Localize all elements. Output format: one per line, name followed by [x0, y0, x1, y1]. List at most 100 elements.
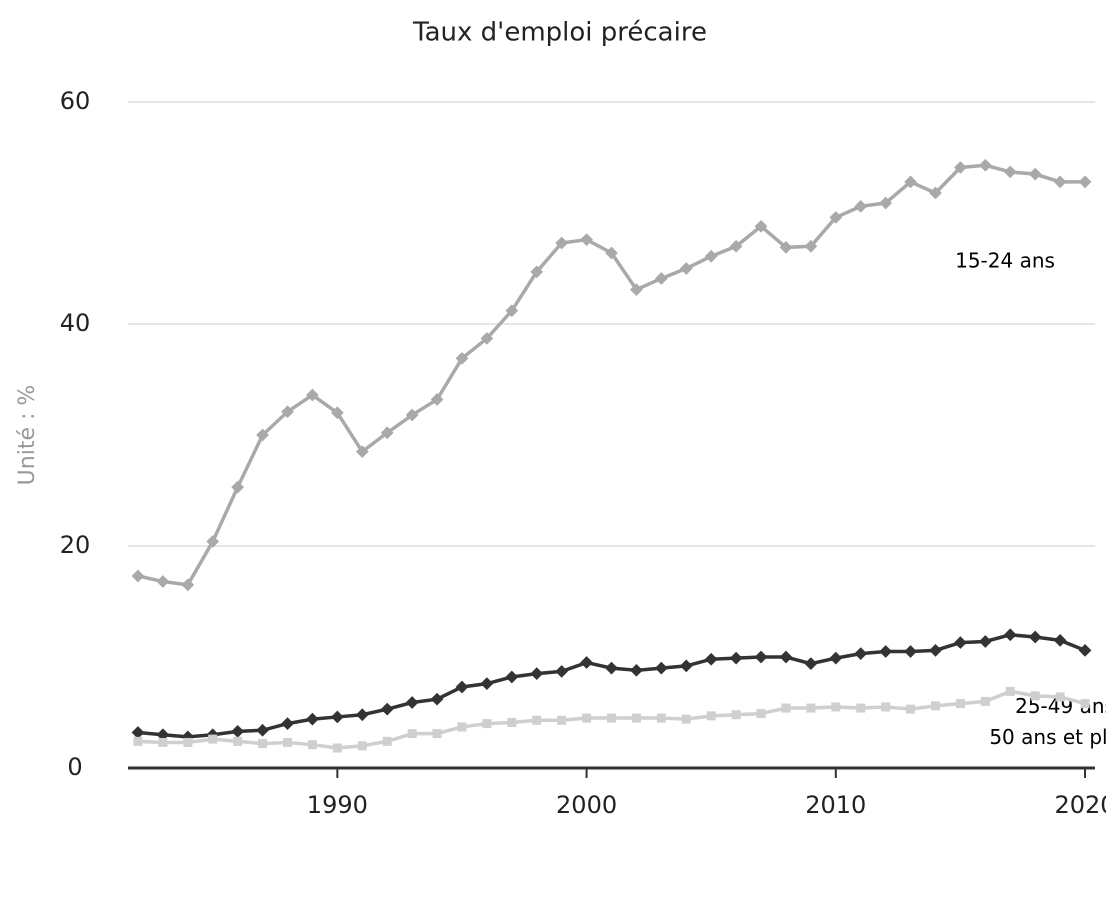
point — [1028, 630, 1042, 644]
point — [532, 715, 542, 725]
point — [630, 663, 643, 677]
point — [1028, 167, 1042, 181]
point — [332, 743, 342, 753]
point — [1003, 628, 1017, 642]
point — [231, 480, 245, 494]
point — [580, 233, 593, 247]
point — [405, 696, 419, 709]
point — [256, 428, 269, 442]
point — [405, 408, 419, 422]
point — [756, 709, 766, 719]
chart-title: Taux d'emploi précaire — [412, 18, 707, 48]
point — [430, 692, 444, 706]
point — [605, 661, 618, 675]
point — [530, 667, 544, 681]
y-tick-label: 60 — [60, 87, 91, 115]
point — [654, 272, 668, 285]
point — [507, 717, 517, 727]
point — [978, 158, 992, 172]
point — [706, 711, 716, 721]
point — [1053, 175, 1067, 189]
y-tick-label: 0 — [67, 753, 82, 781]
point — [505, 670, 519, 684]
point — [754, 650, 768, 664]
point — [555, 665, 569, 678]
point — [904, 645, 917, 658]
point — [1003, 165, 1017, 179]
point — [582, 713, 592, 723]
point — [580, 656, 593, 669]
point — [704, 652, 718, 666]
point — [1053, 633, 1067, 647]
point — [806, 703, 816, 713]
point — [330, 406, 344, 420]
point — [781, 703, 791, 713]
point — [930, 701, 940, 711]
x-tick-label: 2020 — [1054, 791, 1106, 819]
point — [183, 737, 193, 747]
point — [607, 713, 616, 723]
point — [804, 657, 818, 671]
y-axis-label: Unité : % — [15, 385, 40, 486]
y-tick-label: 20 — [60, 531, 91, 559]
point — [679, 659, 693, 673]
series-label: 15-24 ans — [955, 248, 1055, 272]
y-tick-label: 40 — [60, 309, 91, 337]
point — [457, 722, 467, 732]
point — [355, 708, 369, 722]
point — [679, 262, 693, 275]
point — [256, 723, 269, 737]
point — [681, 714, 691, 724]
point — [829, 651, 843, 665]
point — [283, 737, 293, 747]
point — [355, 445, 369, 459]
point — [980, 696, 990, 706]
point — [208, 734, 218, 744]
point — [281, 717, 294, 730]
point — [307, 740, 317, 750]
point — [1005, 686, 1015, 696]
point — [432, 729, 442, 739]
point — [131, 569, 145, 583]
point — [306, 388, 319, 402]
point — [731, 710, 741, 720]
point — [156, 575, 170, 588]
point — [480, 332, 494, 345]
point — [480, 677, 494, 691]
point — [954, 636, 967, 649]
point — [779, 650, 793, 664]
series-label: 50 ans et plus — [989, 725, 1106, 749]
point — [729, 651, 743, 665]
point — [879, 645, 893, 658]
point — [158, 737, 168, 747]
point — [455, 680, 469, 694]
point — [455, 352, 469, 365]
point — [1078, 175, 1092, 189]
point — [1030, 691, 1040, 701]
point — [482, 719, 492, 729]
point — [281, 405, 294, 419]
point — [654, 661, 668, 675]
point — [854, 647, 868, 661]
point — [233, 736, 243, 746]
point — [330, 710, 344, 724]
point — [231, 725, 245, 738]
point — [831, 702, 841, 712]
x-tick-label: 1990 — [307, 791, 368, 819]
point — [906, 704, 916, 714]
point — [929, 643, 942, 657]
series-line — [137, 163, 1086, 587]
x-tick-label: 2000 — [556, 791, 617, 819]
point — [430, 393, 444, 406]
point — [133, 736, 143, 746]
point — [856, 703, 866, 713]
point — [557, 715, 567, 725]
x-tick-label: 2010 — [805, 791, 866, 819]
point — [407, 729, 417, 739]
point — [306, 712, 319, 726]
point — [854, 199, 868, 213]
point — [704, 249, 718, 263]
point — [357, 741, 367, 751]
point — [1080, 699, 1090, 709]
